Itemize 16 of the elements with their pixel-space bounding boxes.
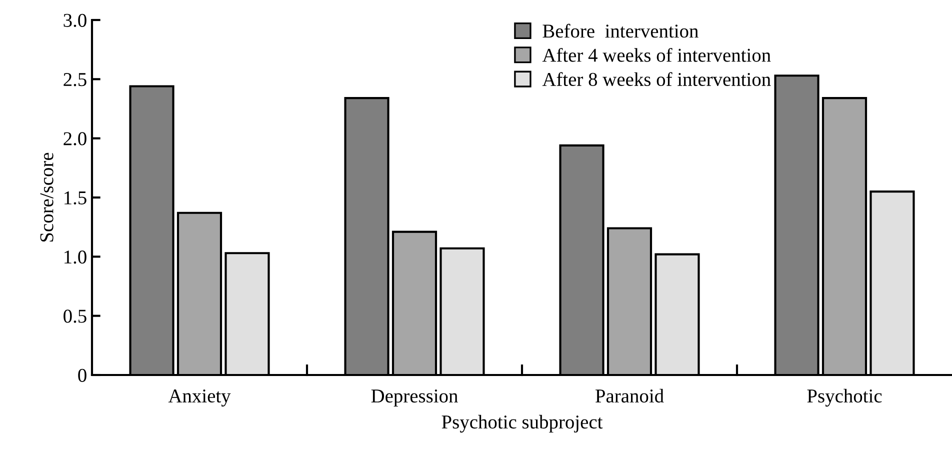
x-tick-label: Paranoid	[596, 388, 664, 403]
y-tick-label: 1.5	[64, 191, 86, 205]
y-tick-label: 2.0	[64, 132, 86, 146]
x-tick-label: Depression	[371, 390, 458, 407]
x-tick-label: Anxiety	[168, 389, 231, 407]
y-tick-label: 0.5	[64, 310, 86, 323]
legend-label: After 4 weeks of intervention	[542, 48, 771, 62]
x-axis-title: Psychotic subproject	[442, 414, 603, 433]
legend-label: After 8 weeks of intervention	[542, 72, 771, 86]
legend-label: Before intervention	[542, 24, 698, 38]
y-tick-label: 3.0	[64, 14, 86, 28]
x-tick-label: Psychotic	[807, 388, 882, 407]
y-tick-label: 2.5	[64, 73, 86, 86]
y-axis-title: Score/score	[40, 152, 54, 242]
y-tick-label: 1.0	[64, 250, 86, 264]
y-tick-label: 0	[78, 368, 86, 382]
